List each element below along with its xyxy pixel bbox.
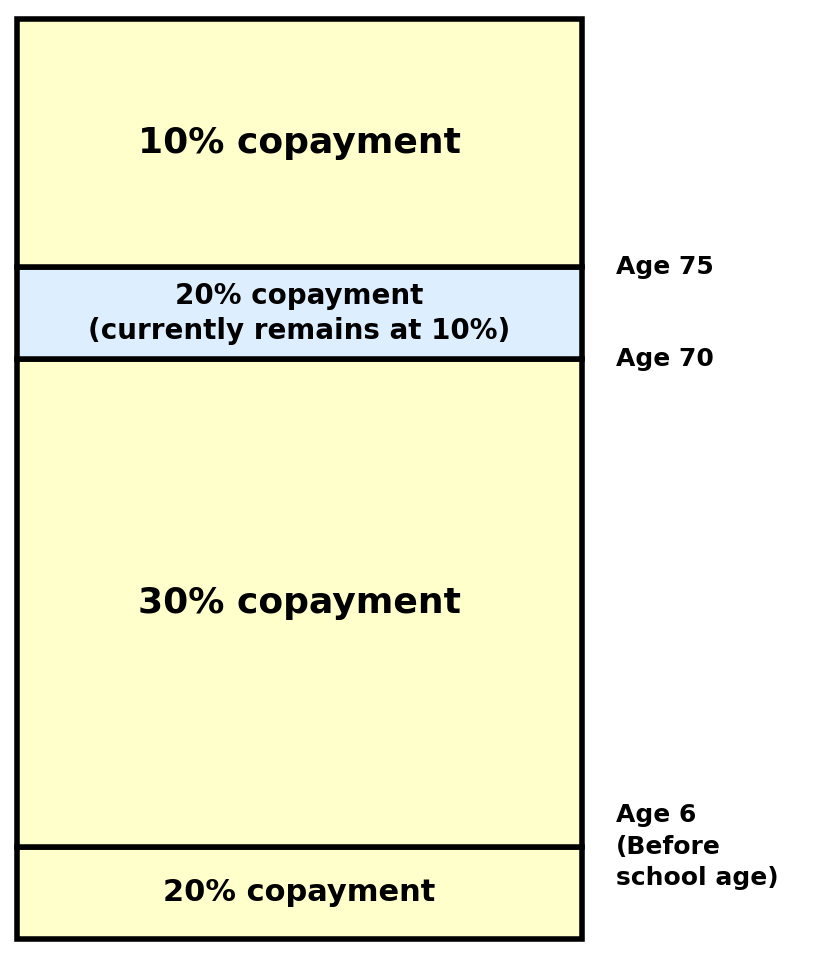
Text: 10% copayment: 10% copayment [138,126,461,160]
Bar [17,847,582,939]
Text: 20% copayment
(currently remains at 10%): 20% copayment (currently remains at 10%) [88,283,511,345]
Bar [17,19,582,267]
Text: Age 70: Age 70 [616,348,714,372]
Text: 30% copayment: 30% copayment [138,586,461,620]
Bar [17,267,582,359]
Text: 20% copayment: 20% copayment [163,878,436,907]
Bar [17,359,582,847]
Text: Age 6
(Before
school age): Age 6 (Before school age) [616,803,778,891]
Text: Age 75: Age 75 [616,256,713,280]
